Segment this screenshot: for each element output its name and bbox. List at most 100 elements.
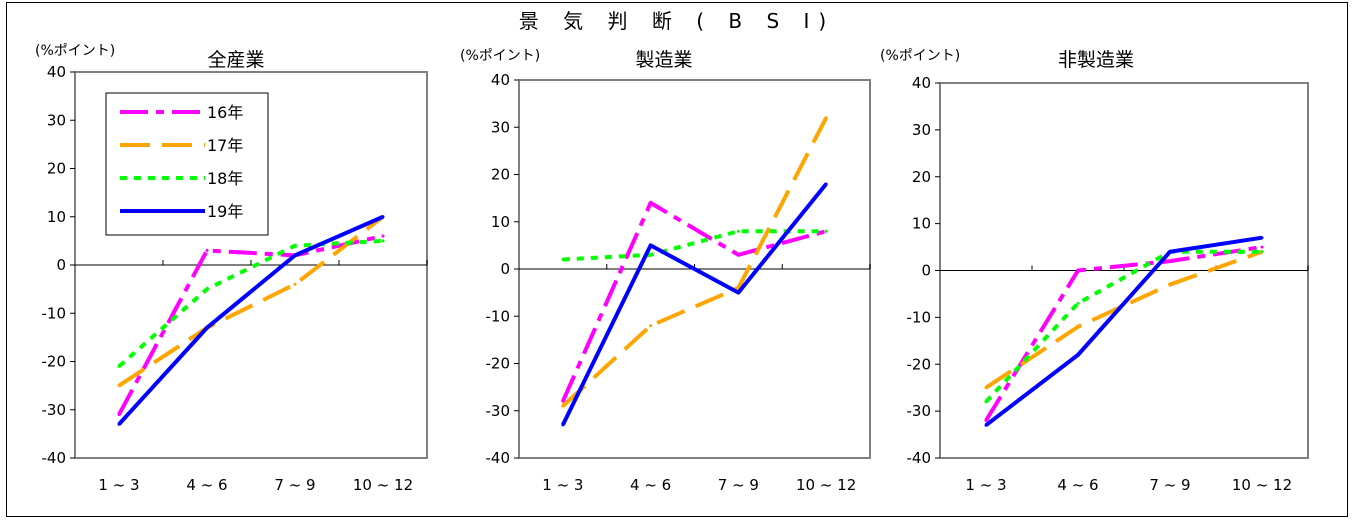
chart-panel-1: 全産業 (%ポイント) -40 -30 -20 -10 0 10 20 30 40 1 ~ 3 4 ~ … [35, 43, 428, 494]
data-point [205, 249, 209, 253]
y-tick-label: 30 [491, 118, 510, 136]
series-line-16年 [117, 234, 384, 416]
series-line-19年 [117, 214, 384, 426]
data-point [1076, 353, 1080, 357]
chart-panel-2: 製造業 (%ポイント) -40 -30 -20 -10 0 10 20 30 40 1 ~ 3 4 ~ … [460, 48, 871, 494]
y-tick-label: 30 [47, 111, 66, 129]
data-point [1168, 250, 1172, 254]
series-line-19年 [561, 182, 828, 426]
data-point [1076, 325, 1080, 329]
data-point [205, 287, 209, 291]
data-point [561, 404, 565, 408]
x-tick-label: 4 ~ 6 [186, 476, 227, 494]
data-point [117, 413, 121, 417]
data-point [824, 182, 828, 186]
series-line-16年 [984, 245, 1263, 422]
data-point [649, 243, 653, 247]
series-line-16年 [561, 200, 827, 403]
legend-box [105, 92, 269, 236]
y-tick-label: -30 [486, 402, 511, 420]
data-point [824, 229, 828, 233]
x-tick-label: 10 ~ 12 [1232, 476, 1292, 494]
series-line-18年 [117, 238, 384, 368]
x-tick-label: 4 ~ 6 [1057, 476, 1098, 494]
legend-label: 16年 [207, 103, 243, 122]
y-tick-label: 0 [56, 256, 66, 274]
data-point [293, 282, 297, 286]
y-tick-label: -40 [486, 449, 511, 467]
data-point [205, 326, 209, 330]
data-point [561, 423, 565, 427]
data-point [984, 400, 988, 404]
y-axis-label: (%ポイント) [460, 48, 540, 64]
data-point [824, 116, 828, 120]
data-point [561, 258, 565, 262]
data-point [1260, 245, 1264, 249]
y-tick-label: 20 [912, 168, 931, 186]
data-point [561, 399, 565, 403]
data-point [1076, 269, 1080, 272]
y-tick-label: 0 [500, 260, 510, 278]
series-line-19年 [984, 235, 1263, 427]
data-point [649, 253, 653, 257]
y-tick-label: -40 [42, 449, 67, 467]
y-tick-label: 40 [47, 63, 66, 81]
x-tick-label: 10 ~ 12 [796, 476, 856, 494]
y-tick-label: 20 [47, 160, 66, 178]
data-point [736, 253, 740, 257]
data-point [1168, 259, 1172, 263]
y-tick-label: 20 [491, 166, 510, 184]
x-tick-label: 7 ~ 9 [718, 476, 759, 494]
x-tick-label: 1 ~ 3 [98, 476, 139, 494]
series-line-18年 [562, 229, 827, 262]
y-tick-label: 10 [47, 208, 66, 226]
x-tick-label: 4 ~ 6 [630, 476, 671, 494]
data-point [381, 239, 385, 243]
y-tick-label: 30 [912, 121, 931, 139]
y-tick-label: -20 [907, 355, 932, 373]
data-point [984, 386, 988, 390]
data-point [1168, 283, 1172, 287]
data-point [649, 201, 653, 205]
y-tick-label: -40 [907, 449, 932, 467]
data-point [736, 291, 740, 295]
data-point [293, 244, 297, 248]
data-point [1076, 301, 1080, 305]
data-point [984, 423, 988, 427]
legend: 16年 17年 18年 19年 [105, 92, 269, 236]
data-point [117, 422, 121, 426]
y-tick-label: -20 [42, 353, 67, 371]
x-tick-label: 7 ~ 9 [274, 476, 315, 494]
data-point [736, 229, 740, 233]
data-point [984, 419, 988, 422]
series-line-17年 [117, 215, 385, 388]
figure-title: 景 気 判 断 ( B S I) [518, 9, 836, 33]
chart-panel-3: 非製造業 (%ポイント) -40 -30 -20 -10 0 10 20 30 40 1 ~ 3 4 ~… [880, 48, 1309, 494]
x-tick-label: 10 ~ 12 [353, 476, 413, 494]
legend-label: 19年 [207, 202, 243, 221]
y-tick-label: -20 [486, 355, 511, 373]
y-tick-label: 40 [912, 74, 931, 92]
series-line-17年 [984, 249, 1263, 390]
data-point [1260, 236, 1264, 240]
data-point [1260, 250, 1264, 254]
data-point [649, 324, 653, 328]
y-tick-label: -10 [486, 307, 511, 325]
data-point [117, 384, 121, 388]
data-point [381, 215, 385, 219]
x-tick-label: 7 ~ 9 [1149, 476, 1190, 494]
data-point [381, 234, 385, 238]
data-point [293, 253, 297, 257]
x-tick-label: 1 ~ 3 [542, 476, 583, 494]
y-tick-label: -30 [907, 402, 932, 420]
x-tick-label: 1 ~ 3 [965, 476, 1006, 494]
series-line-18年 [984, 249, 1262, 404]
y-tick-label: 10 [912, 215, 931, 233]
chart-title: 非製造業 [1058, 49, 1134, 71]
y-tick-label: 40 [491, 71, 510, 89]
y-axis-label: (%ポイント) [35, 43, 115, 59]
y-tick-label: -10 [907, 308, 932, 326]
chart-title: 製造業 [635, 49, 692, 71]
legend-label: 18年 [207, 169, 243, 188]
